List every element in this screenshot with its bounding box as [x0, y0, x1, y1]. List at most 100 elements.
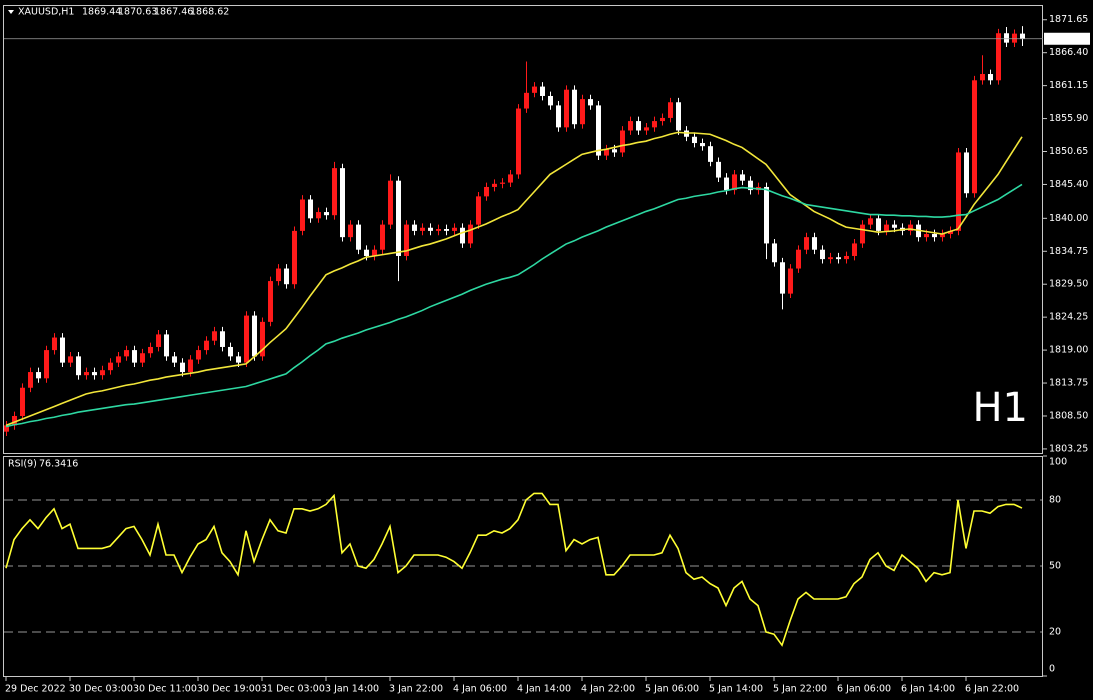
candle-body: [100, 370, 105, 376]
x-tick-label: 6 Jan 14:00: [901, 684, 955, 695]
candle-body: [620, 130, 625, 153]
candle-body: [908, 224, 913, 231]
candle-body: [844, 255, 849, 260]
candle-body: [36, 372, 41, 379]
y-tick-label: 1808.50: [1049, 410, 1088, 421]
candle-body: [660, 117, 665, 122]
candle-body: [140, 353, 145, 363]
candle-body: [420, 227, 425, 231]
symbol-title: XAUUSD,H1: [18, 7, 74, 18]
candle-body: [84, 372, 89, 376]
candle-body: [236, 356, 241, 363]
y-tick-label: 20: [1049, 627, 1061, 638]
candle-body: [1012, 33, 1017, 43]
y-tick-label: 1845.40: [1049, 179, 1088, 190]
y-tick-label: 1834.75: [1049, 246, 1088, 257]
line-series: [5, 492, 1023, 647]
candle-body: [636, 121, 641, 131]
candle-body: [708, 146, 713, 162]
candle-body: [316, 212, 321, 219]
y-tick-label: 1819.00: [1049, 345, 1088, 356]
candle-body: [700, 143, 705, 147]
candle-body: [828, 257, 833, 260]
last-close: 1868.62: [190, 7, 229, 18]
candle-body: [980, 74, 985, 81]
candle-body: [124, 350, 129, 357]
candle-body: [244, 315, 249, 363]
candle-body: [340, 168, 345, 238]
candle-body: [676, 102, 681, 131]
candle-body: [540, 86, 545, 96]
candle-body: [876, 218, 881, 231]
candle-body: [412, 224, 417, 231]
current-price-label: 1868.62: [1048, 33, 1087, 44]
candle-body: [796, 249, 801, 269]
candle-body: [580, 99, 585, 125]
candle-body: [628, 121, 633, 131]
candle-body: [932, 234, 937, 238]
y-tick-label: 1855.90: [1049, 113, 1088, 124]
line-series: [5, 131, 1023, 427]
candle-body: [196, 350, 201, 360]
candle-body: [692, 136, 697, 144]
candle-body: [108, 362, 113, 371]
candle-body: [852, 243, 857, 256]
candle-body: [156, 334, 161, 347]
candle-body: [180, 362, 185, 373]
candle-body: [748, 180, 753, 191]
y-tick-label: 100: [1049, 457, 1067, 468]
candle-body: [380, 224, 385, 250]
price-panel: [3, 5, 1043, 454]
candle-body: [284, 268, 289, 285]
candle-body: [444, 229, 449, 231]
candle-body: [148, 346, 153, 354]
x-tick-label: 29 Dec 2022: [5, 684, 66, 695]
candle-body: [132, 350, 137, 363]
y-tick-label: 50: [1049, 561, 1061, 572]
x-tick-label: 6 Jan 06:00: [837, 684, 891, 695]
candle-body: [612, 149, 617, 153]
x-tick-label: 5 Jan 06:00: [645, 684, 699, 695]
candle-body: [220, 331, 225, 347]
timeframe-watermark: H1: [972, 385, 1028, 431]
candle-body: [212, 331, 217, 341]
candle-body: [500, 182, 505, 184]
candle-body: [436, 229, 441, 231]
y-tick-label: 1824.25: [1049, 312, 1088, 323]
candle-body: [492, 183, 497, 187]
candle-body: [460, 227, 465, 244]
candle-body: [740, 174, 745, 181]
last-high: 1870.63: [118, 7, 157, 18]
candle-body: [780, 262, 785, 294]
x-tick-label: 30 Dec 03:00: [69, 684, 133, 695]
candle-body: [644, 127, 649, 131]
candle-body: [788, 268, 793, 294]
candle-body: [524, 92, 529, 109]
candle-body: [668, 102, 673, 118]
candle-body: [372, 249, 377, 256]
x-tick-label: 6 Jan 22:00: [965, 684, 1019, 695]
candle-body: [300, 199, 305, 231]
candle-body: [772, 243, 777, 263]
candle-body: [164, 334, 169, 357]
x-tick-label: 4 Jan 22:00: [581, 684, 635, 695]
x-tick-label: 4 Jan 14:00: [517, 684, 571, 695]
menu-triangle[interactable]: [8, 10, 14, 14]
x-tick-label: 30 Dec 19:00: [197, 684, 261, 695]
y-tick-label: 1861.15: [1049, 80, 1088, 91]
candle-body: [812, 237, 817, 250]
candle-body: [292, 230, 297, 285]
candle-body: [948, 230, 953, 235]
candle-body: [388, 180, 393, 225]
candle-body: [884, 224, 889, 231]
x-tick-label: 3 Jan 22:00: [389, 684, 443, 695]
candle-body: [556, 105, 561, 128]
x-tick-label: 31 Dec 03:00: [261, 684, 325, 695]
candle-body: [92, 372, 97, 376]
candle-body: [60, 337, 65, 363]
candle-body: [356, 224, 361, 250]
candle-body: [732, 174, 737, 191]
candle-body: [348, 224, 353, 238]
candle-body: [956, 152, 961, 231]
